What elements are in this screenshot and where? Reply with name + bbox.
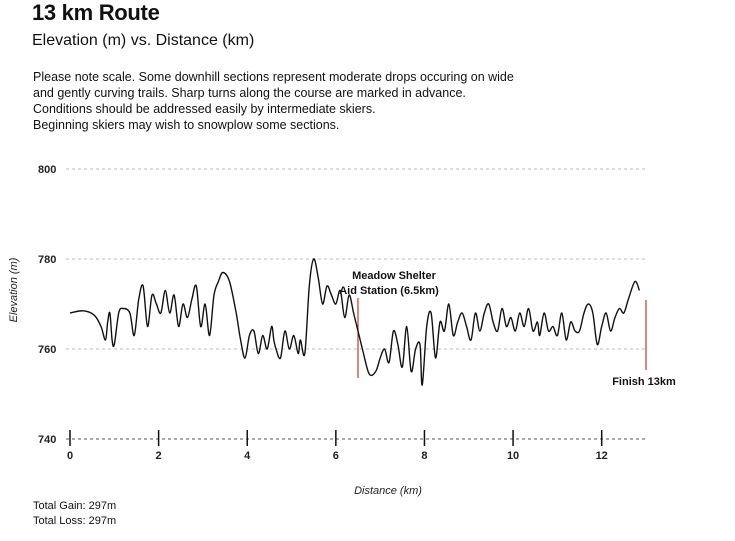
aid-station-label-line: Aid Station (6.5km) [339, 285, 439, 297]
route-note: Please note scale. Some downhill section… [33, 69, 673, 133]
x-tick-label: 0 [67, 450, 73, 462]
y-axis-title: Elevation (m) [8, 257, 20, 322]
y-tick-label: 800 [38, 164, 56, 176]
x-tick-label: 12 [596, 450, 608, 462]
note-line: and gently curving trails. Sharp turns a… [33, 86, 466, 100]
note-line: Conditions should be addressed easily by… [33, 102, 376, 116]
chart-title: 13 km Route [32, 0, 160, 25]
aid-station-label-line: Meadow Shelter [352, 270, 436, 282]
finish-label: Finish 13km [612, 376, 676, 388]
route-stats: Total Gain: 297m Total Loss: 297m [33, 499, 116, 529]
note-line: Beginning skiers may wish to snowplow so… [33, 118, 340, 132]
y-tick-label: 740 [38, 434, 56, 446]
total-loss: Total Loss: 297m [33, 515, 117, 527]
y-tick-label: 760 [38, 344, 56, 356]
x-tick-label: 2 [156, 450, 162, 462]
elevation-line [69, 258, 641, 386]
x-tick-label: 8 [421, 450, 427, 462]
chart-subtitle: Elevation (m) vs. Distance (km) [32, 32, 255, 49]
x-axis-title: Distance (km) [354, 485, 422, 497]
y-tick-label: 780 [38, 254, 56, 266]
note-line: Please note scale. Some downhill section… [33, 70, 514, 84]
total-gain: Total Gain: 297m [33, 500, 117, 512]
x-tick-label: 6 [333, 450, 339, 462]
x-tick-label: 4 [244, 450, 251, 462]
x-tick-label: 10 [507, 450, 519, 462]
